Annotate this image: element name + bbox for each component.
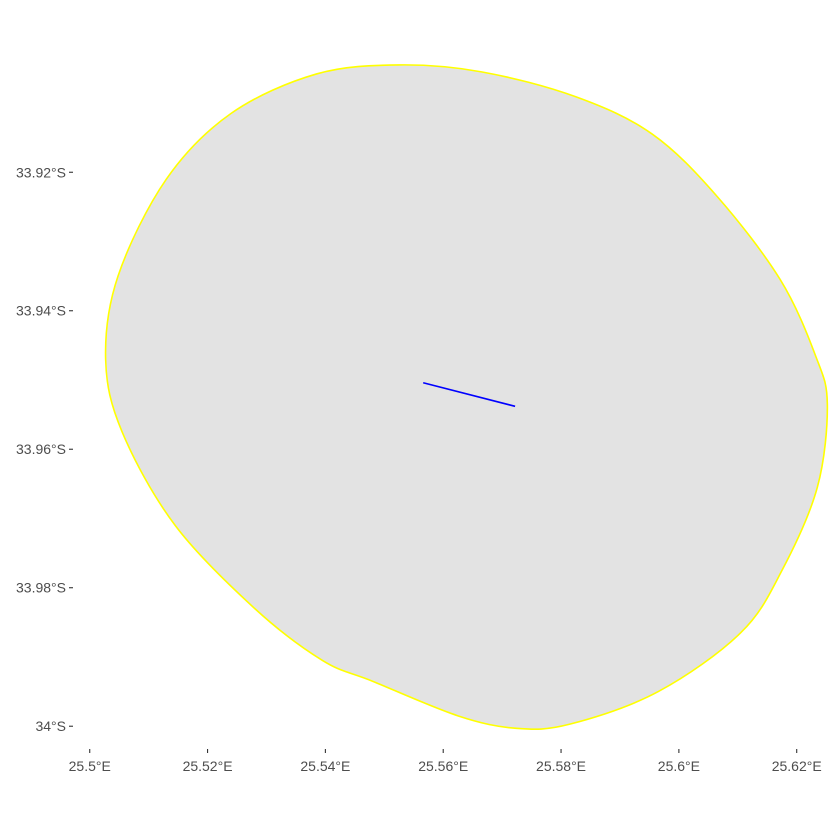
y-axis: 33.92°S 33.94°S 33.96°S 33.98°S 34°S — [16, 164, 73, 734]
y-tick-label: 33.96°S — [16, 441, 66, 457]
x-tick-label: 25.58°E — [536, 758, 586, 774]
x-tick-label: 25.62°E — [772, 758, 822, 774]
x-axis: 25.5°E 25.52°E 25.54°E 25.56°E 25.58°E 25.6°E… — [69, 749, 822, 774]
x-tick-label: 25.5°E — [69, 758, 111, 774]
y-tick-label: 33.92°S — [16, 164, 66, 180]
x-tick-label: 25.56°E — [418, 758, 468, 774]
y-tick-label: 33.98°S — [16, 580, 66, 596]
y-tick-label: 33.94°S — [16, 303, 66, 319]
x-tick-label: 25.52°E — [183, 758, 233, 774]
x-tick-label: 25.6°E — [658, 758, 700, 774]
y-tick-label: 34°S — [35, 718, 66, 734]
buffer-polygon — [104, 64, 829, 731]
x-tick-label: 25.54°E — [300, 758, 350, 774]
line-segment — [422, 381, 516, 408]
